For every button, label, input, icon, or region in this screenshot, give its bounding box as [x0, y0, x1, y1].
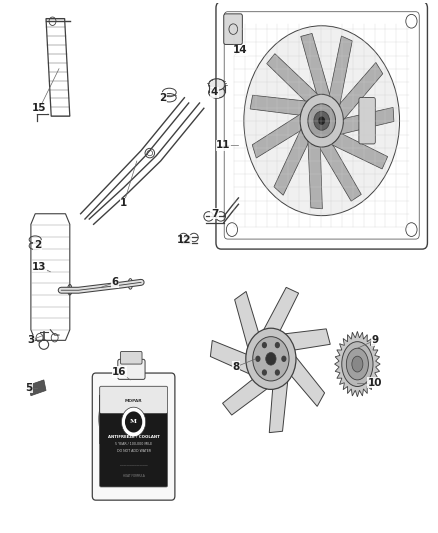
Circle shape — [318, 117, 325, 125]
Circle shape — [246, 328, 296, 390]
FancyBboxPatch shape — [120, 351, 142, 364]
Text: 9: 9 — [371, 335, 378, 345]
Text: 5 YEAR / 100,000 MILE: 5 YEAR / 100,000 MILE — [115, 442, 152, 447]
Text: 16: 16 — [112, 367, 127, 377]
Polygon shape — [257, 287, 299, 342]
Text: MOPAR: MOPAR — [125, 399, 142, 403]
Circle shape — [314, 111, 329, 130]
Polygon shape — [210, 341, 261, 379]
Polygon shape — [274, 120, 311, 195]
Polygon shape — [223, 376, 277, 415]
Polygon shape — [235, 292, 261, 361]
Text: 3: 3 — [27, 335, 35, 345]
Polygon shape — [287, 346, 325, 406]
Circle shape — [255, 356, 261, 362]
Ellipse shape — [208, 79, 225, 90]
Text: 10: 10 — [367, 377, 382, 387]
Circle shape — [281, 356, 286, 362]
FancyBboxPatch shape — [359, 98, 375, 144]
Text: 8: 8 — [233, 362, 240, 372]
Circle shape — [308, 104, 336, 138]
Text: 4: 4 — [211, 87, 219, 98]
Polygon shape — [335, 332, 380, 397]
Polygon shape — [301, 34, 333, 106]
Text: 15: 15 — [32, 103, 47, 114]
Circle shape — [125, 411, 142, 432]
Ellipse shape — [342, 342, 373, 386]
Polygon shape — [335, 62, 383, 127]
Circle shape — [300, 94, 343, 147]
Circle shape — [275, 369, 280, 376]
Text: 13: 13 — [32, 262, 47, 271]
Polygon shape — [267, 54, 325, 106]
Text: 6: 6 — [112, 277, 119, 287]
Circle shape — [266, 352, 276, 365]
Text: 14: 14 — [233, 45, 248, 55]
Text: ─────────────────: ───────────────── — [120, 464, 148, 468]
Polygon shape — [269, 367, 289, 433]
Text: 2: 2 — [34, 240, 41, 251]
Polygon shape — [323, 131, 388, 169]
Polygon shape — [314, 139, 361, 201]
Text: 5: 5 — [25, 383, 32, 393]
Ellipse shape — [208, 87, 225, 98]
Text: DO NOT ADD WATER: DO NOT ADD WATER — [117, 449, 151, 453]
Circle shape — [262, 369, 267, 376]
Text: 1: 1 — [120, 198, 127, 208]
FancyBboxPatch shape — [100, 386, 168, 487]
Text: 7: 7 — [211, 209, 219, 219]
Text: HOAT FORMULA: HOAT FORMULA — [123, 474, 145, 478]
Ellipse shape — [346, 348, 368, 380]
Polygon shape — [328, 36, 352, 116]
FancyBboxPatch shape — [100, 387, 167, 413]
Polygon shape — [29, 380, 46, 395]
Circle shape — [244, 26, 399, 216]
Polygon shape — [250, 95, 315, 116]
Text: 11: 11 — [216, 140, 230, 150]
FancyBboxPatch shape — [118, 359, 145, 379]
FancyBboxPatch shape — [224, 14, 242, 44]
Circle shape — [121, 407, 146, 437]
Polygon shape — [307, 131, 322, 209]
Text: 2: 2 — [159, 93, 166, 103]
Text: ANTIFREEZE / COOLANT: ANTIFREEZE / COOLANT — [108, 434, 159, 439]
Text: 12: 12 — [177, 235, 192, 245]
FancyBboxPatch shape — [92, 373, 175, 500]
Polygon shape — [252, 109, 308, 158]
Polygon shape — [273, 329, 330, 351]
Text: M: M — [130, 419, 137, 424]
Circle shape — [275, 342, 280, 348]
Circle shape — [253, 337, 289, 381]
Circle shape — [262, 342, 267, 348]
Polygon shape — [332, 108, 394, 136]
Ellipse shape — [352, 356, 363, 372]
